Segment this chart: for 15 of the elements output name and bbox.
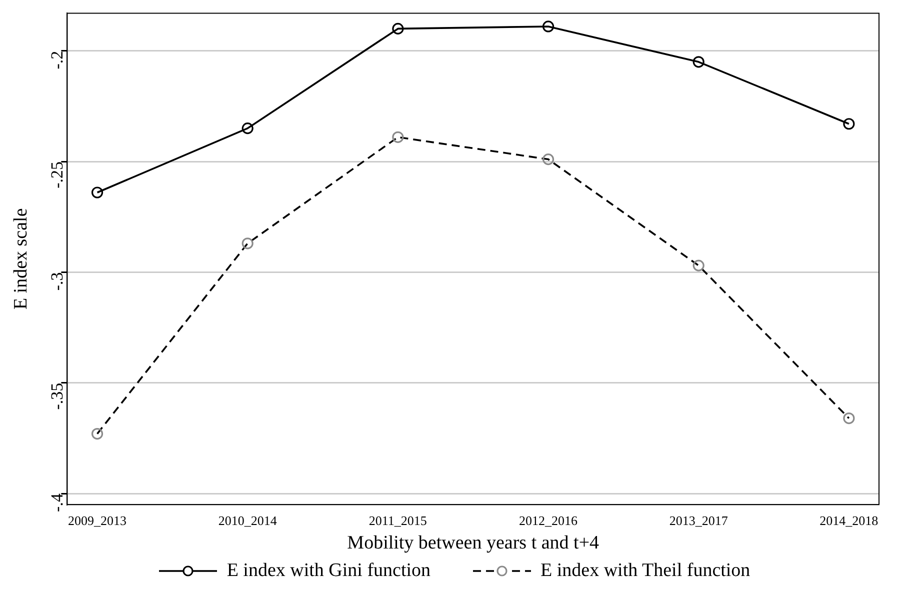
y-tick-label: -.25 xyxy=(48,162,67,188)
y-axis-title: E index scale xyxy=(10,208,32,310)
x-tick-label: 2013_2017 xyxy=(669,512,728,528)
x-tick-label: 2012_2016 xyxy=(519,512,578,528)
x-tick-label: 2009_2013 xyxy=(68,512,127,528)
x-tick-label: 2011_2015 xyxy=(368,512,427,528)
y-tick-label: -.35 xyxy=(48,382,67,410)
legend-label: E index with Theil function xyxy=(540,560,750,582)
y-tick-label: -.2 xyxy=(48,50,67,70)
x-tick-label: 2014_2018 xyxy=(820,512,878,528)
x-tick-label: 2010_2014 xyxy=(218,512,278,528)
y-tick-label: -.4 xyxy=(48,493,67,512)
legend-label: E index with Gini function xyxy=(226,560,431,582)
y-tick-label: -.3 xyxy=(48,272,67,291)
x-axis-title: Mobility between years t and t+4 xyxy=(347,532,600,554)
